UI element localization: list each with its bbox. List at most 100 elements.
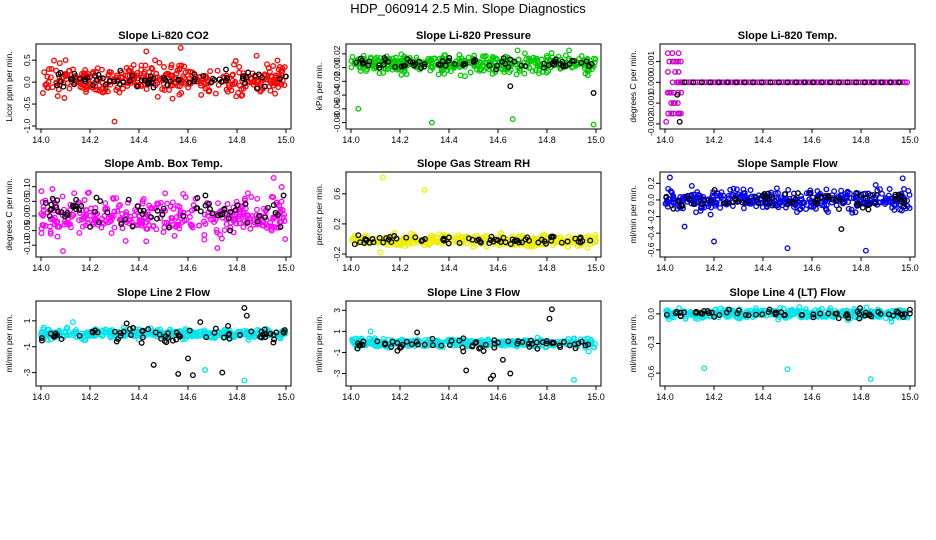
data-point <box>818 79 825 86</box>
data-point <box>541 64 547 71</box>
data-point <box>53 204 60 211</box>
x-tick-label: 15.0 <box>277 263 295 273</box>
data-point <box>818 305 825 312</box>
x-tick-label: 14.6 <box>803 392 821 402</box>
data-point <box>778 309 785 316</box>
data-point <box>671 100 678 107</box>
data-point <box>79 223 86 230</box>
data-point <box>370 236 377 243</box>
data-point <box>211 329 218 336</box>
x-tick-label: 14.0 <box>656 263 674 273</box>
data-point <box>69 202 76 209</box>
data-point <box>561 338 567 345</box>
data-point <box>376 70 383 77</box>
data-point <box>456 337 463 344</box>
data-point <box>276 202 283 209</box>
data-point <box>429 58 436 65</box>
data-point <box>163 219 170 226</box>
data-point <box>357 55 364 62</box>
data-point <box>168 215 175 221</box>
data-point <box>901 203 908 210</box>
outlier-point <box>711 238 717 245</box>
data-point <box>242 83 249 90</box>
data-point <box>227 227 234 234</box>
data-point <box>178 90 185 96</box>
data-point <box>711 313 718 320</box>
data-point <box>818 194 825 200</box>
x-tick-label: 14.2 <box>391 135 409 145</box>
data-point <box>509 236 516 243</box>
x-tick-label: 14.4 <box>130 392 148 402</box>
data-point <box>159 211 166 218</box>
data-point <box>505 338 512 345</box>
data-point <box>111 78 118 85</box>
data-point <box>690 201 697 207</box>
data-point <box>95 71 102 78</box>
data-point <box>54 93 61 100</box>
y-tick-label: -1 <box>22 343 32 351</box>
data-point <box>730 185 737 192</box>
data-point <box>717 305 724 312</box>
data-point <box>384 66 391 73</box>
data-point <box>519 239 525 246</box>
data-point <box>154 207 161 214</box>
data-point <box>171 232 178 239</box>
data-point <box>207 68 214 75</box>
data-point <box>505 64 512 71</box>
data-point <box>107 334 114 341</box>
data-point <box>707 197 714 204</box>
data-point <box>391 230 398 236</box>
data-point <box>191 78 198 85</box>
data-point <box>408 230 414 237</box>
data-point <box>675 58 681 65</box>
data-point <box>244 190 251 197</box>
data-point <box>127 65 134 72</box>
data-point <box>115 203 122 210</box>
data-point <box>92 86 99 93</box>
data-point <box>904 79 911 86</box>
data-point <box>173 336 180 343</box>
outlier-point <box>60 248 66 255</box>
x-tick-label: 14.8 <box>852 392 870 402</box>
data-point <box>97 88 103 95</box>
data-point <box>584 68 591 75</box>
data-point <box>108 212 115 219</box>
data-point <box>557 338 564 345</box>
data-point <box>49 195 56 202</box>
data-point <box>264 61 270 68</box>
outlier-point <box>355 105 362 112</box>
data-point <box>723 309 730 316</box>
data-point <box>529 68 536 75</box>
data-point <box>489 70 496 77</box>
data-point <box>879 190 885 197</box>
data-point <box>587 237 594 244</box>
data-point <box>117 330 124 337</box>
data-point <box>724 312 731 319</box>
data-point <box>38 332 44 339</box>
data-point <box>429 235 436 242</box>
data-point <box>733 186 740 193</box>
data-point <box>491 344 498 351</box>
x-tick-label: 15.0 <box>277 392 295 402</box>
data-point <box>39 337 45 344</box>
data-point <box>83 83 90 90</box>
x-tick-label: 14.0 <box>32 263 50 273</box>
x-tick-label: 14.4 <box>440 263 458 273</box>
data-point <box>142 62 149 69</box>
y-tick-label: -0.2 <box>646 209 656 224</box>
data-point <box>221 74 228 81</box>
outlier-point <box>175 370 182 377</box>
y-tick-label: 1 <box>332 329 342 334</box>
data-point <box>118 221 125 227</box>
outlier-point <box>514 47 521 54</box>
outlier-point <box>490 372 497 379</box>
data-point <box>392 63 399 70</box>
data-point <box>176 62 183 69</box>
data-point <box>892 196 899 203</box>
data-point <box>548 234 554 240</box>
outlier-point <box>571 376 577 383</box>
data-point <box>578 59 585 66</box>
data-point <box>501 69 508 76</box>
data-point <box>164 70 170 77</box>
data-point <box>247 215 254 222</box>
